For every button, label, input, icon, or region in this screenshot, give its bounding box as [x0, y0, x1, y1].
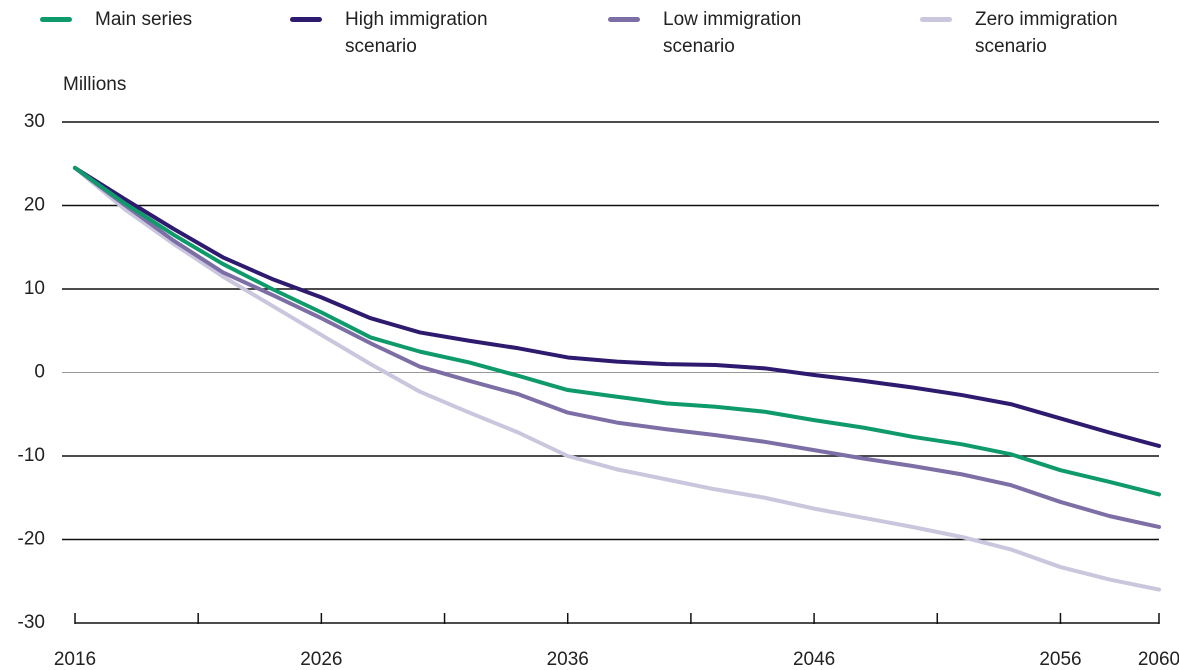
series-line [73, 165, 1161, 592]
x-tick-label: 2016 [54, 649, 96, 670]
x-tick-label: 2060 [1138, 649, 1179, 670]
x-tick-label: 2056 [1039, 649, 1081, 670]
y-tick-label: 0 [34, 362, 45, 383]
y-tick-label: -10 [18, 445, 45, 466]
y-tick-label: 20 [24, 195, 45, 216]
legend-label: Low immigration scenario [663, 9, 802, 57]
x-tick-label: 2026 [300, 649, 342, 670]
x-tick-label: 2046 [793, 649, 835, 670]
y-tick-label: -30 [18, 612, 45, 633]
y-tick-label: 10 [24, 278, 45, 299]
y-axis-label: Millions [63, 74, 126, 95]
legend-label: High immigration scenario [345, 9, 488, 57]
legend-swatch [40, 17, 72, 22]
legend-swatch [290, 17, 322, 22]
legend-swatch [920, 17, 952, 22]
y-tick-label: -20 [18, 529, 45, 550]
series-line [73, 165, 1161, 529]
series-line [73, 165, 1161, 448]
y-tick-label: 30 [24, 111, 45, 132]
legend-swatch [608, 17, 640, 22]
legend-label: Main series [95, 9, 193, 30]
legend-label: Zero immigration scenario [975, 9, 1118, 57]
series-line [73, 165, 1161, 497]
x-tick-label: 2036 [547, 649, 589, 670]
